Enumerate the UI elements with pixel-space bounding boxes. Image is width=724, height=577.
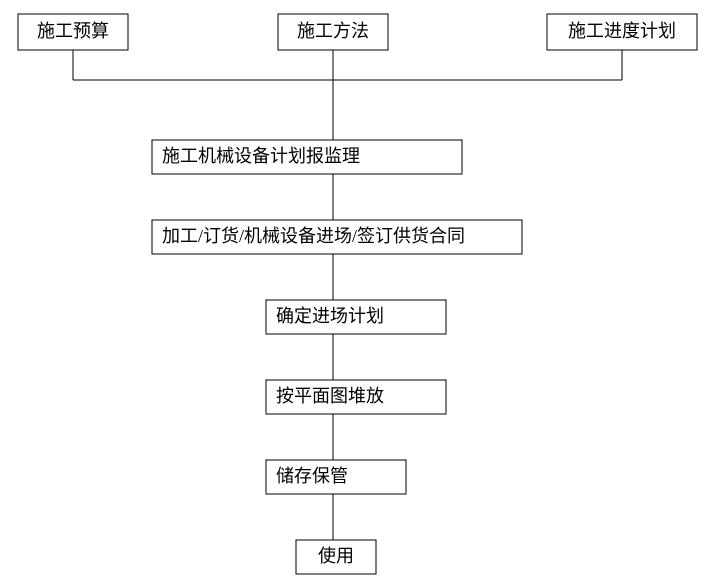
node-n2-label: 施工方法	[297, 21, 369, 41]
node-n9-label: 使用	[318, 546, 354, 566]
node-n3-label: 施工进度计划	[568, 21, 676, 41]
node-n7-label: 按平面图堆放	[276, 386, 384, 406]
node-n6-label: 确定进场计划	[276, 306, 384, 326]
flowchart-canvas: 施工预算 施工方法 施工进度计划施工机械设备计划报监理加工/订货/机械设备进场/签订…	[0, 0, 724, 577]
node-n1-label: 施工预算	[37, 21, 109, 41]
node-n4-label: 施工机械设备计划报监理	[162, 146, 360, 166]
node-n5-label: 加工/订货/机械设备进场/签订供货合同	[162, 226, 465, 246]
node-n8-label: 储存保管	[276, 466, 348, 486]
